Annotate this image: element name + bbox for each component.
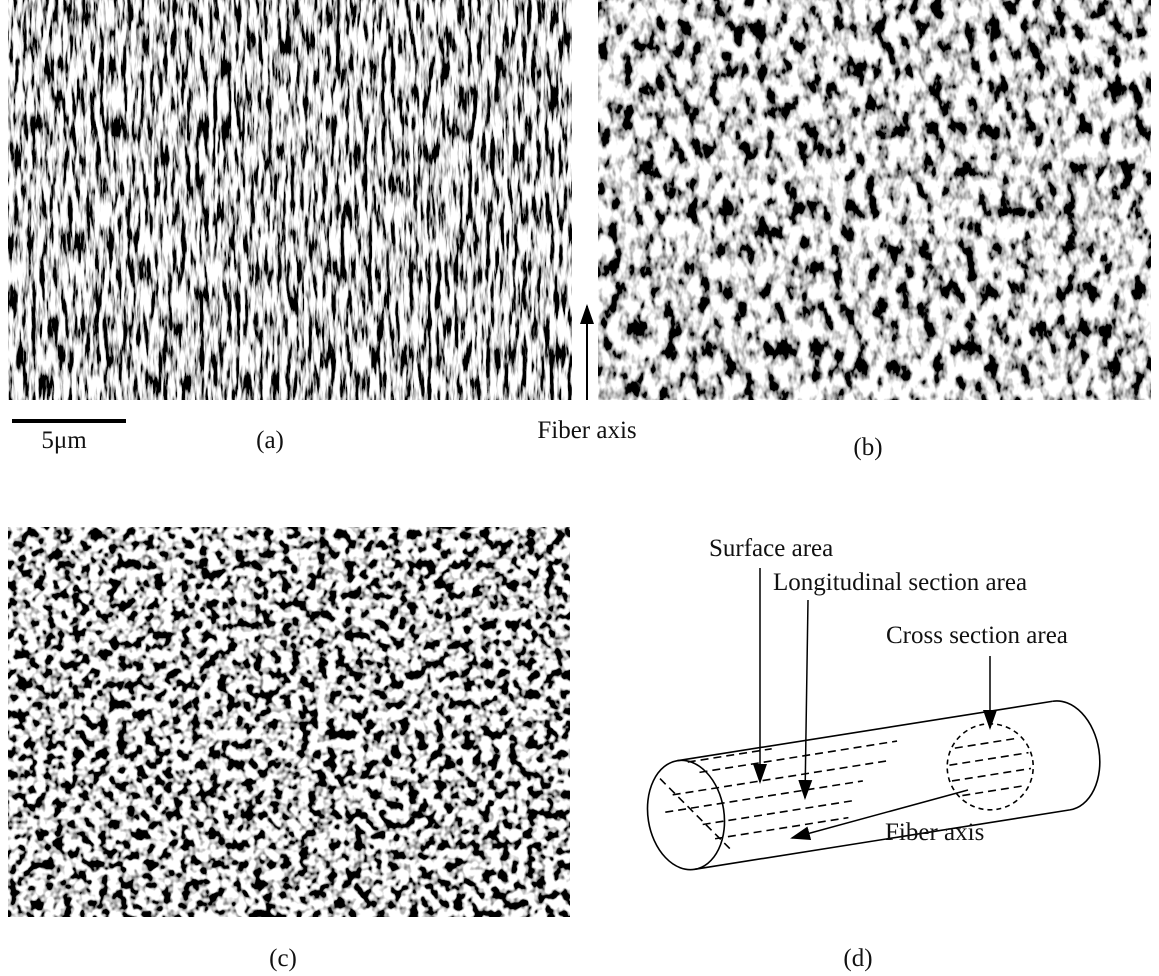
micrograph-a: [8, 0, 572, 400]
cylinder: [646, 700, 1101, 871]
scale-label: 5μm: [41, 427, 87, 454]
diagram-label: Longitudinal section area: [773, 569, 1027, 596]
fiber-axis-arrow: [790, 789, 969, 841]
panel-label: (b): [853, 434, 882, 461]
panel-label: (c): [269, 945, 297, 972]
fiber-axis-label: Fiber axis: [537, 417, 636, 444]
panel-label: (a): [256, 427, 284, 454]
diagram-label: Cross section area: [886, 622, 1068, 649]
micrograph-b: [598, 0, 1151, 400]
diagram-label: Fiber axis: [885, 819, 984, 846]
micrograph-c: [8, 527, 570, 917]
diagram-label: Surface area: [709, 535, 833, 562]
panel-label: (d): [843, 945, 872, 972]
longitudinal-arrow: [798, 599, 813, 800]
